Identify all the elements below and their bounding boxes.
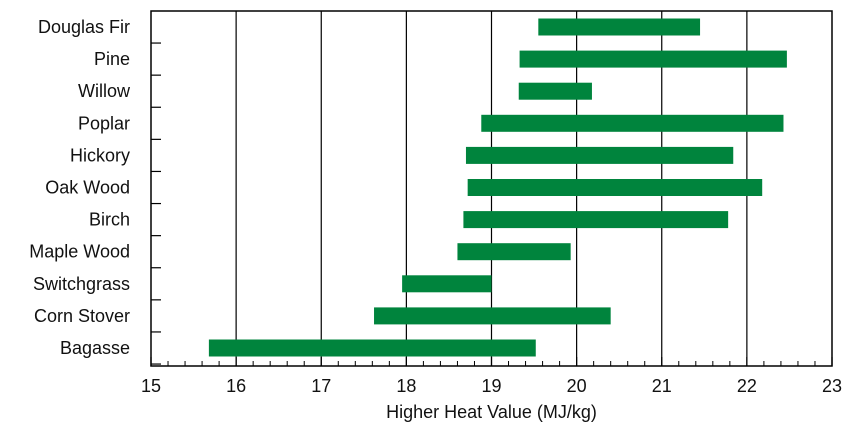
x-tick-label-23: 23 xyxy=(822,376,842,396)
x-tick-label-21: 21 xyxy=(652,376,672,396)
category-label-switchgrass: Switchgrass xyxy=(33,274,130,294)
category-label-poplar: Poplar xyxy=(78,113,130,133)
x-tick-label-17: 17 xyxy=(311,376,331,396)
category-label-maple-wood: Maple Wood xyxy=(29,242,130,262)
bar-switchgrass xyxy=(402,275,492,293)
bar-poplar xyxy=(481,114,784,132)
category-label-willow: Willow xyxy=(78,81,131,101)
category-labels: Douglas Fir Pine Willow Poplar Hickory Oak Wo… xyxy=(29,17,131,358)
bar-bagasse xyxy=(208,339,536,357)
x-tick-label-16: 16 xyxy=(226,376,246,396)
bar-oak-wood xyxy=(467,179,763,196)
bar-corn-stover xyxy=(374,307,611,325)
x-tick-label-22: 22 xyxy=(737,376,757,396)
x-axis-title: Higher Heat Value (MJ/kg) xyxy=(386,402,597,422)
category-label-birch: Birch xyxy=(89,210,130,230)
bar-hickory xyxy=(465,146,734,164)
x-tick-labels: 15 16 17 18 19 20 21 22 23 xyxy=(141,376,842,396)
category-label-corn-stover: Corn Stover xyxy=(34,306,130,326)
x-tick-label-20: 20 xyxy=(567,376,587,396)
category-label-douglas-fir: Douglas Fir xyxy=(38,17,130,37)
range-bars xyxy=(208,18,787,357)
bar-pine xyxy=(519,50,787,68)
category-label-bagasse: Bagasse xyxy=(60,338,130,358)
bar-douglas-fir xyxy=(538,18,701,36)
axis-ticks xyxy=(150,42,833,366)
category-label-pine: Pine xyxy=(94,49,130,69)
category-label-oak-wood: Oak Wood xyxy=(45,178,130,198)
bar-maple-wood xyxy=(457,243,571,261)
x-tick-label-18: 18 xyxy=(396,376,416,396)
bar-willow xyxy=(518,82,592,100)
category-label-hickory: Hickory xyxy=(70,145,130,165)
bar-birch xyxy=(463,211,729,229)
x-tick-label-15: 15 xyxy=(141,376,161,396)
x-tick-label-19: 19 xyxy=(481,376,501,396)
